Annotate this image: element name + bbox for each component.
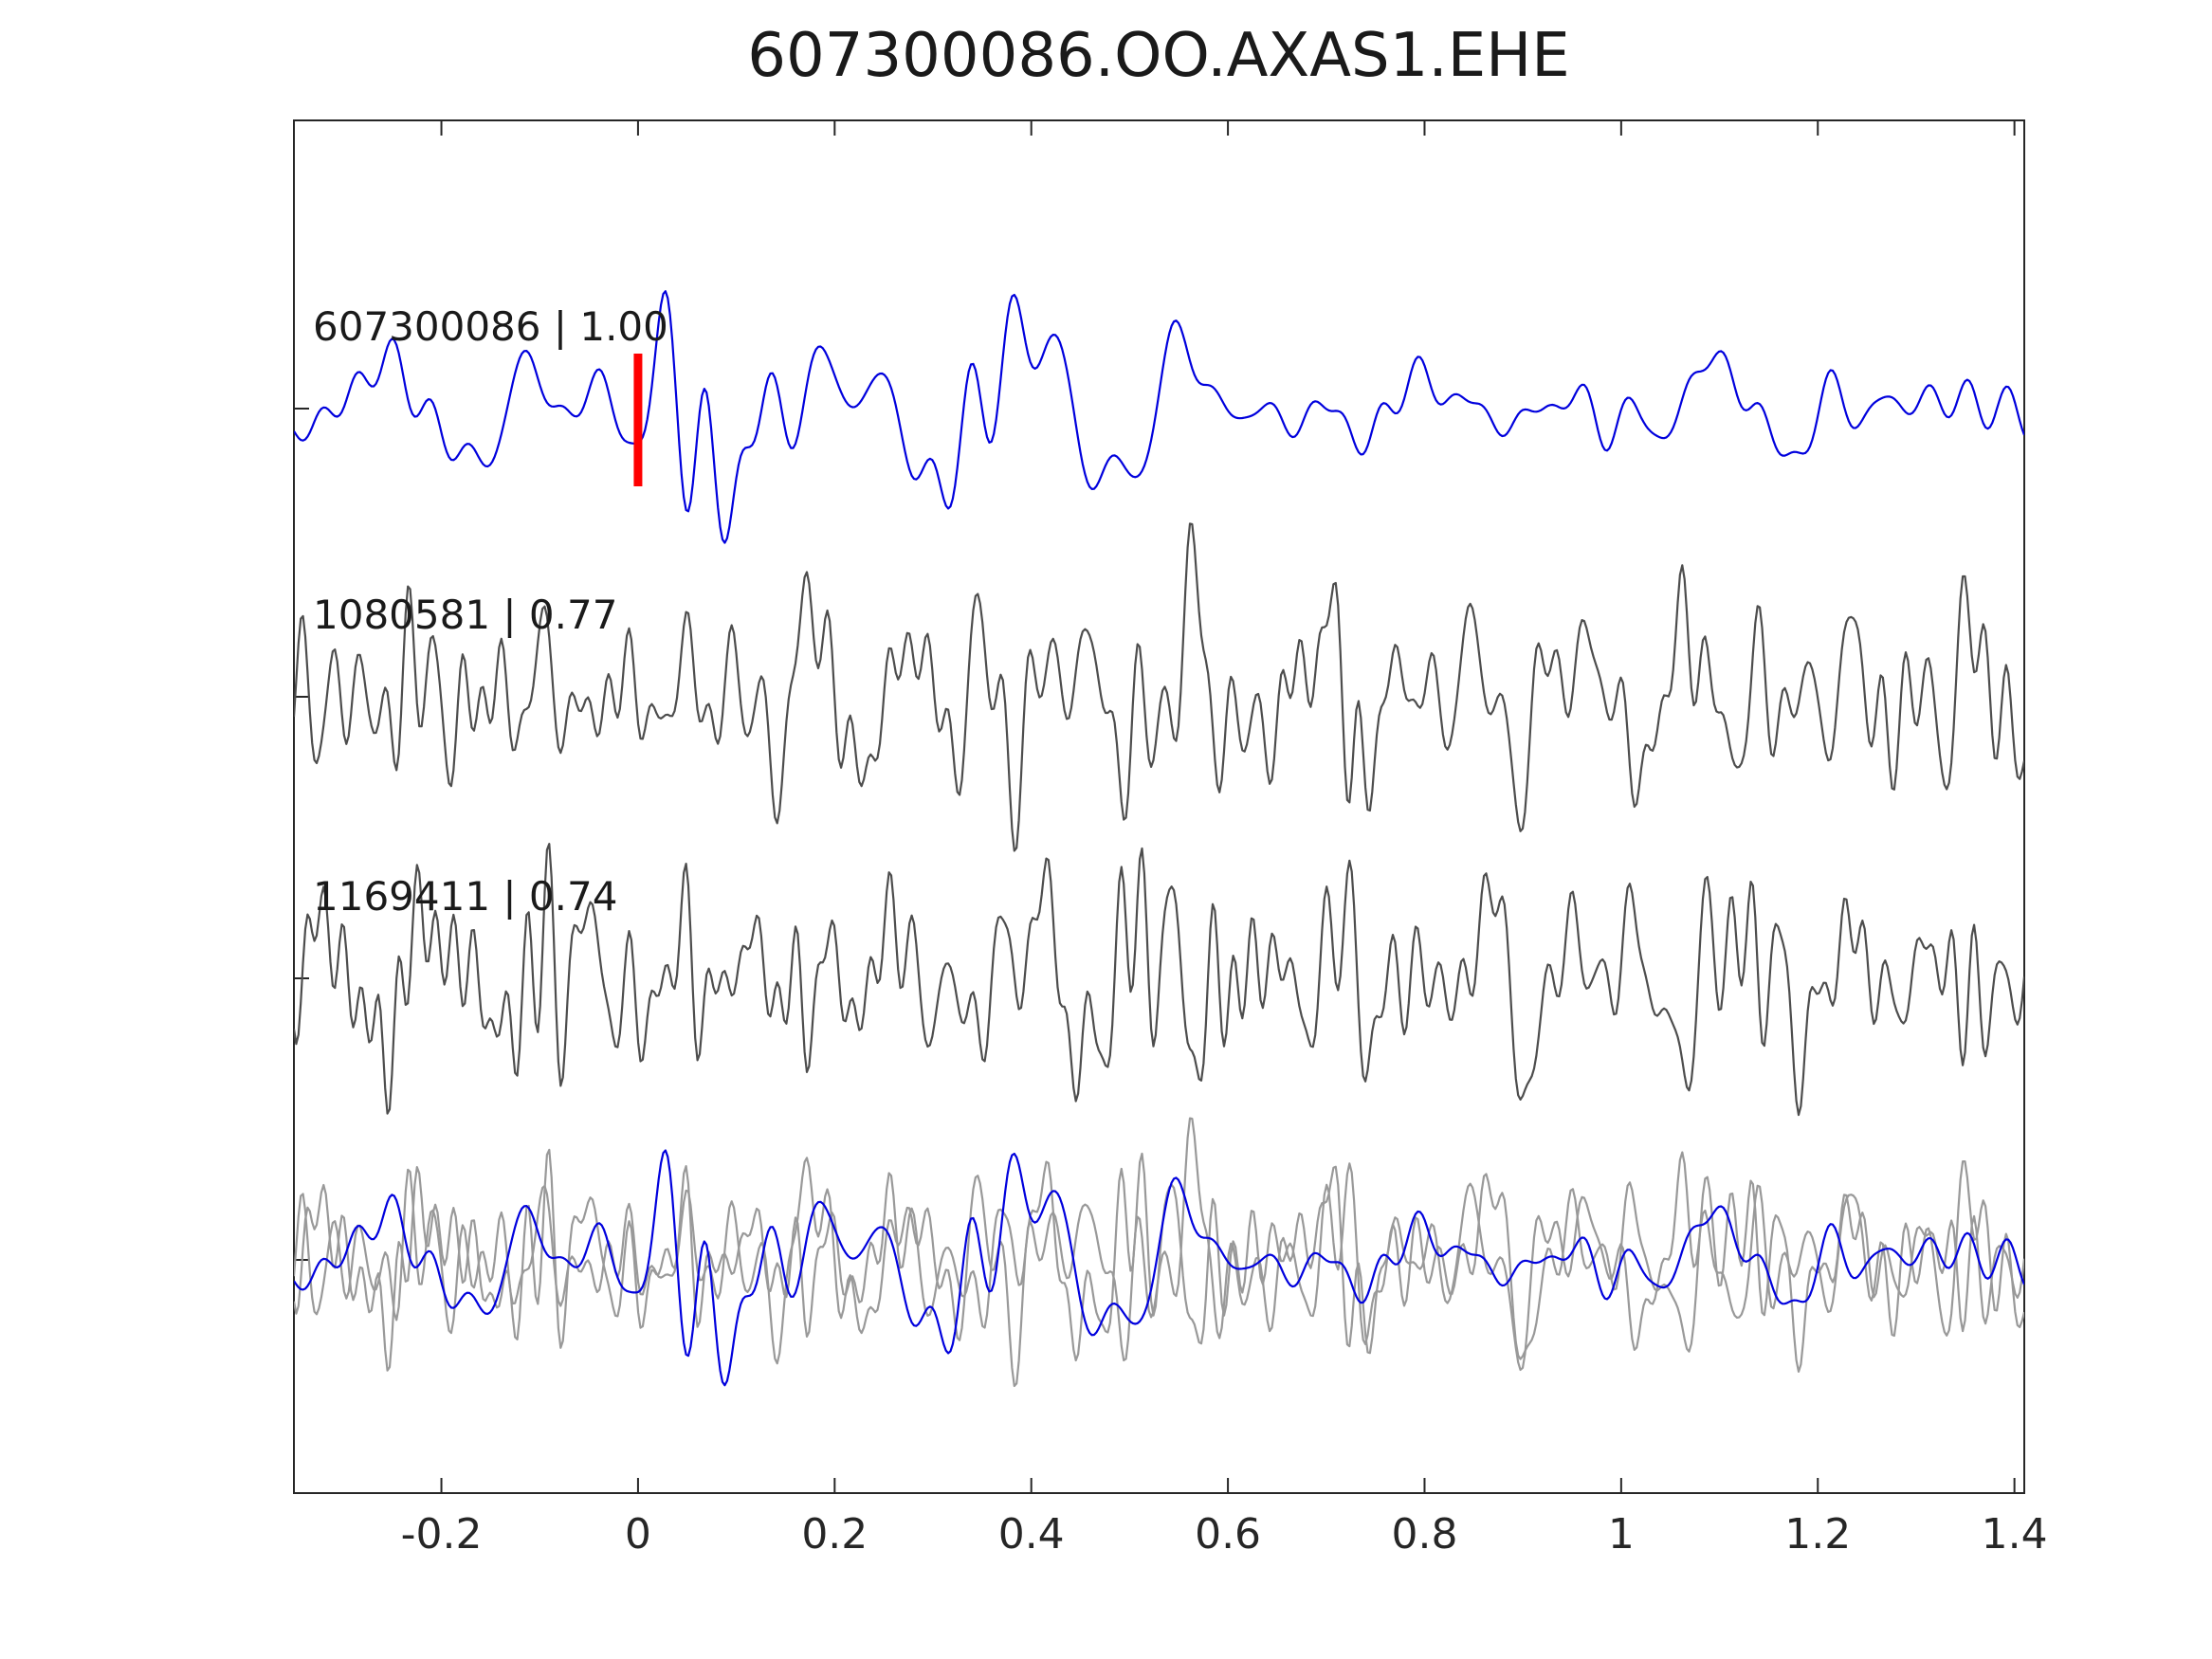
- x-tick-label: 1.4: [1982, 1510, 2048, 1559]
- trace-label-607300086: 607300086 | 1.00: [313, 303, 668, 350]
- plot-border: [293, 119, 2025, 1494]
- chart-title: 607300086.OO.AXAS1.EHE: [747, 21, 1569, 91]
- x-tick-label: -0.2: [401, 1510, 483, 1559]
- x-tick-label: 0.2: [801, 1510, 868, 1559]
- x-tick-label: 0.8: [1391, 1510, 1457, 1559]
- trace-1080581: [294, 522, 2024, 852]
- x-tick-label: 1.2: [1784, 1510, 1851, 1559]
- trace-label-1080581: 1080581 | 0.77: [313, 592, 617, 638]
- trace-607300086: [294, 290, 2024, 544]
- trace-1169411: [294, 843, 2024, 1117]
- plot-area: -0.2 0 0.2 0.4 0.6 0.8 1 1.2 1.4 607300086 | 1.00…: [293, 119, 2048, 1559]
- overlay-trace-1169411: [294, 1148, 2024, 1373]
- trace-label-1169411: 1169411 | 0.74: [313, 873, 617, 920]
- x-tick-label: 0.6: [1195, 1510, 1261, 1559]
- x-tick-label: 0.4: [998, 1510, 1065, 1559]
- overlay-trace-607300086: [294, 1149, 2024, 1387]
- x-tick-label: 0: [625, 1510, 651, 1559]
- x-tick-label: 1: [1608, 1510, 1635, 1559]
